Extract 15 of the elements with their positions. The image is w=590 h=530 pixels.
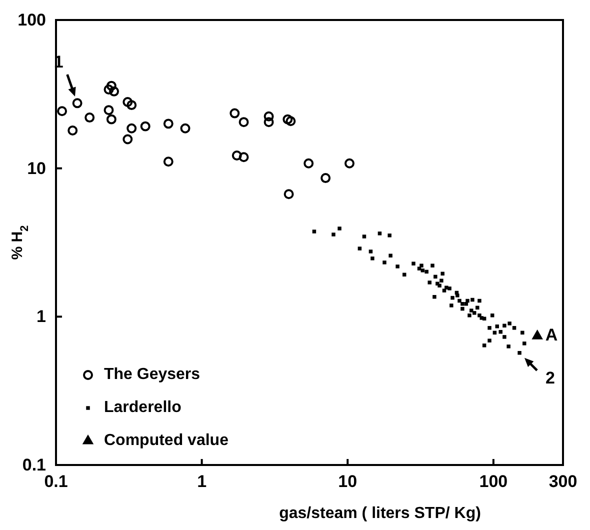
y-tick-label: 0.1 xyxy=(22,455,46,474)
y-tick-label: 10 xyxy=(27,158,46,178)
legend-label: Computed value xyxy=(104,432,229,450)
legend-label: The Geysers xyxy=(104,366,200,384)
annotation: 2 xyxy=(546,368,555,388)
x-axis-title: gas/steam ( liters STP/ Kg) xyxy=(279,505,481,522)
x-tick-label: 0.1 xyxy=(44,472,68,492)
y-tick-label: 1 xyxy=(36,307,46,326)
x-tick-label: 10 xyxy=(338,472,358,492)
annotation: A xyxy=(545,326,558,345)
x-tick-label: 300 xyxy=(548,472,578,492)
x-tick-label: 100 xyxy=(479,472,508,492)
legend-label: Larderello xyxy=(104,399,182,416)
y-tick-label: 100 xyxy=(18,10,46,30)
x-tick-label: 1 xyxy=(197,472,207,492)
